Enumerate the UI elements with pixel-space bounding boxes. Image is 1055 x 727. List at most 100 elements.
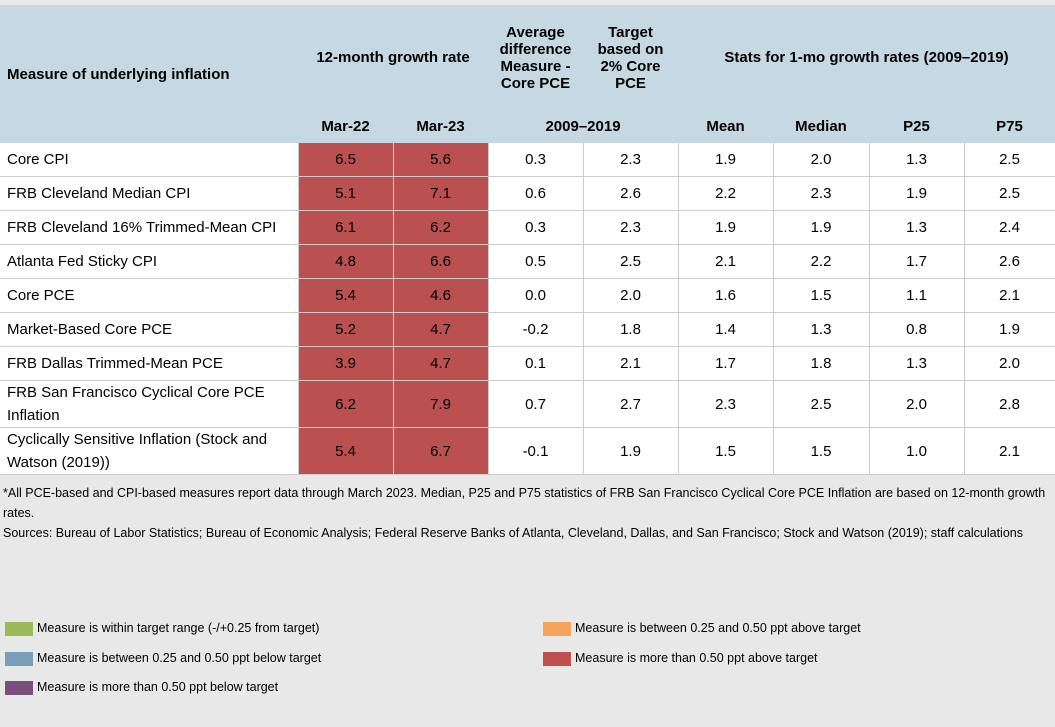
header-cell: 12-month growth rate <box>298 5 488 110</box>
value-cell: 1.5 <box>678 427 774 475</box>
value-cell: 2.6 <box>583 176 679 211</box>
value-cell: 1.9 <box>869 176 965 211</box>
value-cell: 2.5 <box>964 176 1055 211</box>
value-cell: 0.8 <box>869 312 965 347</box>
value-cell: 0.0 <box>488 278 584 313</box>
value-cell: 1.5 <box>773 278 870 313</box>
value-cell: 2.0 <box>773 143 870 177</box>
value-cell: 4.8 <box>298 244 394 279</box>
table-row: Atlanta Fed Sticky CPI 4.8 6.6 0.5 2.5 2.1 2.2… <box>0 244 1055 279</box>
value-cell: 4.6 <box>393 278 489 313</box>
value-cell: 1.9 <box>964 312 1055 347</box>
legend-label: Measure is between 0.25 and 0.50 ppt bel… <box>37 651 322 665</box>
value-cell: 6.6 <box>393 244 489 279</box>
inflation-table: Measure of underlying inflation 12-month… <box>0 5 1055 475</box>
value-cell: 0.5 <box>488 244 584 279</box>
value-cell: 6.2 <box>393 210 489 245</box>
value-cell: 2.1 <box>678 244 774 279</box>
value-cell: 6.1 <box>298 210 394 245</box>
legend-item: Measure is more than 0.50 ppt above targ… <box>543 650 818 666</box>
value-cell: 5.4 <box>298 278 394 313</box>
table-row: FRB Cleveland 16% Trimmed-Mean CPI 6.1 6.2… <box>0 210 1055 245</box>
legend-item: Measure is more than 0.50 ppt below targ… <box>5 679 278 695</box>
row-label: FRB San Francisco Cyclical Core PCE Infl… <box>0 380 299 428</box>
value-cell: 1.9 <box>678 210 774 245</box>
legend-label: Measure is more than 0.50 ppt below targ… <box>37 680 279 694</box>
value-cell: 1.3 <box>773 312 870 347</box>
table-row: Core CPI 6.5 5.6 0.3 2.3 1.9 2.0 1.3 2.5 <box>0 143 1055 177</box>
value-cell: 1.4 <box>678 312 774 347</box>
value-cell: 0.6 <box>488 176 584 211</box>
value-cell: 2.5 <box>964 143 1055 177</box>
table-row: FRB San Francisco Cyclical Core PCE Infl… <box>0 380 1055 428</box>
value-cell: 2.8 <box>964 380 1055 428</box>
value-cell: 2.7 <box>583 380 679 428</box>
value-cell: 2.0 <box>964 346 1055 381</box>
value-cell: 0.1 <box>488 346 584 381</box>
row-label: FRB Dallas Trimmed-Mean PCE <box>0 346 299 381</box>
value-cell: 0.3 <box>488 143 584 177</box>
notes: *All PCE-based and CPI-based measures re… <box>0 475 1055 543</box>
header-cell: Mar-23 <box>393 110 488 143</box>
value-cell: 3.9 <box>298 346 394 381</box>
header-cell: 2009–2019 <box>488 110 678 143</box>
value-cell: 5.4 <box>298 427 394 475</box>
row-label: Core CPI <box>0 143 299 177</box>
legend-label: Measure is between 0.25 and 0.50 ppt abo… <box>575 621 861 635</box>
value-cell: 1.7 <box>678 346 774 381</box>
legend-swatch <box>5 651 33 666</box>
value-cell: 0.3 <box>488 210 584 245</box>
value-cell: 2.3 <box>773 176 870 211</box>
sources: Sources: Bureau of Labor Statistics; Bur… <box>3 526 1023 540</box>
legend-label: Measure is more than 0.50 ppt above targ… <box>575 651 818 665</box>
header-cell: Average difference Measure - Core PCE <box>488 5 583 110</box>
header-cell: P75 <box>964 110 1055 143</box>
footnote: *All PCE-based and CPI-based measures re… <box>3 486 1046 520</box>
legend-label: Measure is within target range (-/+0.25 … <box>37 621 320 635</box>
row-label: Cyclically Sensitive Inflation (Stock an… <box>0 427 299 475</box>
row-label: Core PCE <box>0 278 299 313</box>
legend-item: Measure is between 0.25 and 0.50 ppt bel… <box>5 650 321 666</box>
value-cell: 2.2 <box>773 244 870 279</box>
row-label: FRB Cleveland Median CPI <box>0 176 299 211</box>
value-cell: 1.9 <box>678 143 774 177</box>
table-row: Core PCE 5.4 4.6 0.0 2.0 1.6 1.5 1.1 2.1 <box>0 278 1055 313</box>
value-cell: 6.2 <box>298 380 394 428</box>
header-cell: P25 <box>869 110 964 143</box>
value-cell: 2.0 <box>869 380 965 428</box>
value-cell: 2.1 <box>964 427 1055 475</box>
value-cell: 2.6 <box>964 244 1055 279</box>
value-cell: 1.9 <box>773 210 870 245</box>
value-cell: 1.3 <box>869 210 965 245</box>
value-cell: 1.3 <box>869 143 965 177</box>
value-cell: 2.0 <box>583 278 679 313</box>
table-row: FRB Dallas Trimmed-Mean PCE 3.9 4.7 0.1 2.1 1… <box>0 346 1055 381</box>
value-cell: 5.6 <box>393 143 489 177</box>
value-cell: 1.3 <box>869 346 965 381</box>
value-cell: 1.6 <box>678 278 774 313</box>
header-cell: Stats for 1-mo growth rates (2009–2019) <box>678 5 1055 110</box>
value-cell: 2.3 <box>583 210 679 245</box>
legend-swatch <box>543 651 571 666</box>
table-row: Market-Based Core PCE 5.2 4.7 -0.2 1.8 1.4 1.3… <box>0 312 1055 347</box>
value-cell: 1.7 <box>869 244 965 279</box>
header-cell: Target based on 2% Core PCE <box>583 5 678 110</box>
value-cell: 1.0 <box>869 427 965 475</box>
legend-swatch <box>5 621 33 636</box>
value-cell: 2.1 <box>964 278 1055 313</box>
row-label: Market-Based Core PCE <box>0 312 299 347</box>
value-cell: 5.1 <box>298 176 394 211</box>
row-label: Atlanta Fed Sticky CPI <box>0 244 299 279</box>
value-cell: 1.5 <box>773 427 870 475</box>
legend-item: Measure is between 0.25 and 0.50 ppt abo… <box>543 620 861 636</box>
header-cell: Mean <box>678 110 773 143</box>
table-body: Core CPI 6.5 5.6 0.3 2.3 1.9 2.0 1.3 2.5 FRB Clev… <box>0 143 1055 475</box>
value-cell: 2.4 <box>964 210 1055 245</box>
header-cell: Mar-22 <box>298 110 393 143</box>
value-cell: 7.9 <box>393 380 489 428</box>
value-cell: 2.5 <box>773 380 870 428</box>
table-row: Cyclically Sensitive Inflation (Stock an… <box>0 427 1055 475</box>
value-cell: 2.3 <box>678 380 774 428</box>
value-cell: 7.1 <box>393 176 489 211</box>
